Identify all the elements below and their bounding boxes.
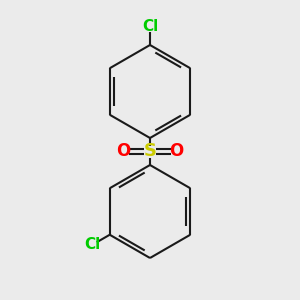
Text: O: O <box>169 142 184 160</box>
Text: O: O <box>116 142 131 160</box>
Text: S: S <box>143 142 157 160</box>
Text: Cl: Cl <box>142 19 158 34</box>
Text: Cl: Cl <box>84 237 100 252</box>
